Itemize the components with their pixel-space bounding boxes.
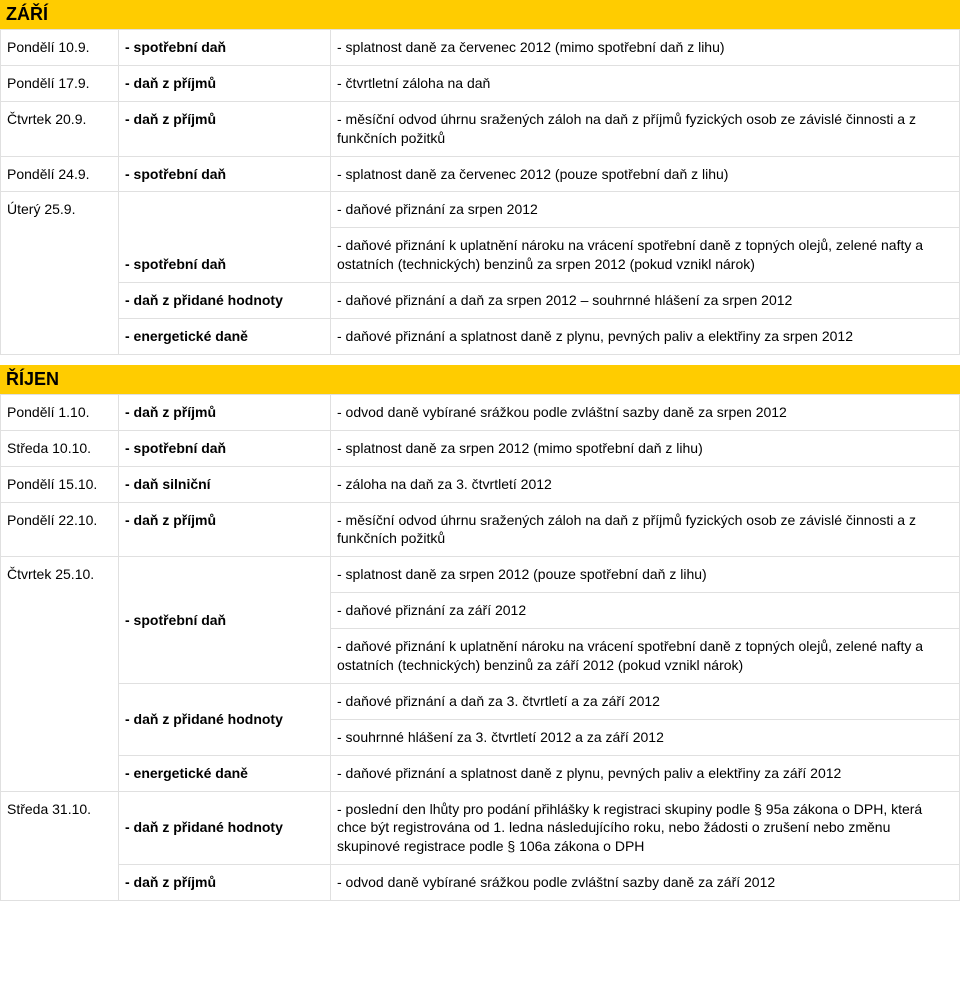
table-row: Pondělí 17.9. - daň z příjmů - čtvrtletn…	[1, 65, 960, 101]
table-row: - daň z příjmů - odvod daně vybírané srá…	[1, 865, 960, 901]
tax-type-cell: - daň z příjmů	[119, 65, 331, 101]
table-row: Pondělí 10.9. - spotřební daň - splatnos…	[1, 30, 960, 66]
tax-type-cell: - daň z příjmů	[119, 502, 331, 557]
tax-type-cell: - spotřební daň	[119, 557, 331, 684]
table-row: Úterý 25.9. - spotřební daň - daňové při…	[1, 192, 960, 228]
desc-cell: - odvod daně vybírané srážkou podle zvlá…	[331, 865, 960, 901]
desc-cell: - splatnost daně za červenec 2012 (mimo …	[331, 30, 960, 66]
table-row: - energetické daně - daňové přiznání a s…	[1, 755, 960, 791]
desc-cell: - daňové přiznání a daň za 3. čtvrtletí …	[331, 683, 960, 719]
desc-cell: - daňové přiznání a daň za srpen 2012 – …	[331, 283, 960, 319]
date-cell: Pondělí 15.10.	[1, 466, 119, 502]
desc-cell: - čtvrtletní záloha na daň	[331, 65, 960, 101]
table-row: - daň z přidané hodnoty - daňové přiznán…	[1, 683, 960, 719]
date-cell: Čtvrtek 20.9.	[1, 101, 119, 156]
desc-cell: - daňové přiznání a splatnost daně z ply…	[331, 319, 960, 355]
tax-type-cell: - daň z přidané hodnoty	[119, 791, 331, 865]
tax-type-cell: - spotřební daň	[119, 30, 331, 66]
table-row: Středa 31.10. - daň z přidané hodnoty - …	[1, 791, 960, 865]
tax-type-cell: - spotřební daň	[119, 430, 331, 466]
section-title: ZÁŘÍ	[0, 0, 960, 29]
tax-type-cell: - daň z příjmů	[119, 865, 331, 901]
date-cell: Pondělí 24.9.	[1, 156, 119, 192]
table-row: Čtvrtek 25.10. - spotřební daň - splatno…	[1, 557, 960, 593]
section-zari: ZÁŘÍ Pondělí 10.9. - spotřební daň - spl…	[0, 0, 960, 355]
desc-cell: - záloha na daň za 3. čtvrtletí 2012	[331, 466, 960, 502]
desc-cell: - splatnost daně za srpen 2012 (mimo spo…	[331, 430, 960, 466]
tax-type-cell: - spotřební daň	[119, 156, 331, 192]
tax-type-cell: - daň silniční	[119, 466, 331, 502]
desc-cell: - měsíční odvod úhrnu sražených záloh na…	[331, 101, 960, 156]
date-cell: Úterý 25.9.	[1, 192, 119, 354]
tax-type-cell: - daň z přidané hodnoty	[119, 683, 331, 755]
date-cell: Čtvrtek 25.10.	[1, 557, 119, 791]
date-cell: Pondělí 17.9.	[1, 65, 119, 101]
section-title: ŘÍJEN	[0, 365, 960, 394]
desc-cell: - splatnost daně za červenec 2012 (pouze…	[331, 156, 960, 192]
tax-type-cell: - spotřební daň	[119, 192, 331, 283]
table-row: Pondělí 22.10. - daň z příjmů - měsíční …	[1, 502, 960, 557]
table-row: Pondělí 24.9. - spotřební daň - splatnos…	[1, 156, 960, 192]
table-row: Čtvrtek 20.9. - daň z příjmů - měsíční o…	[1, 101, 960, 156]
date-cell: Středa 31.10.	[1, 791, 119, 901]
table-row: - energetické daně - daňové přiznání a s…	[1, 319, 960, 355]
tax-type-cell: - energetické daně	[119, 755, 331, 791]
date-cell: Středa 10.10.	[1, 430, 119, 466]
desc-cell: - odvod daně vybírané srážkou podle zvlá…	[331, 394, 960, 430]
date-cell: Pondělí 10.9.	[1, 30, 119, 66]
desc-cell: - daňové přiznání k uplatnění nároku na …	[331, 629, 960, 684]
desc-cell: - daňové přiznání k uplatnění nároku na …	[331, 228, 960, 283]
date-cell: Pondělí 22.10.	[1, 502, 119, 557]
calendar-table: Pondělí 1.10. - daň z příjmů - odvod dan…	[0, 394, 960, 901]
section-rijen: ŘÍJEN Pondělí 1.10. - daň z příjmů - odv…	[0, 365, 960, 901]
tax-type-cell: - daň z příjmů	[119, 394, 331, 430]
desc-cell: - daňové přiznání za září 2012	[331, 593, 960, 629]
desc-cell: - splatnost daně za srpen 2012 (pouze sp…	[331, 557, 960, 593]
desc-cell: - souhrnné hlášení za 3. čtvrtletí 2012 …	[331, 719, 960, 755]
table-row: Středa 10.10. - spotřební daň - splatnos…	[1, 430, 960, 466]
tax-type-cell: - daň z přidané hodnoty	[119, 283, 331, 319]
calendar-table: Pondělí 10.9. - spotřební daň - splatnos…	[0, 29, 960, 355]
desc-cell: - měsíční odvod úhrnu sražených záloh na…	[331, 502, 960, 557]
date-cell: Pondělí 1.10.	[1, 394, 119, 430]
table-row: - daň z přidané hodnoty - daňové přiznán…	[1, 283, 960, 319]
desc-cell: - daňové přiznání a splatnost daně z ply…	[331, 755, 960, 791]
table-row: Pondělí 1.10. - daň z příjmů - odvod dan…	[1, 394, 960, 430]
table-row: Pondělí 15.10. - daň silniční - záloha n…	[1, 466, 960, 502]
tax-type-cell: - energetické daně	[119, 319, 331, 355]
tax-type-cell: - daň z příjmů	[119, 101, 331, 156]
desc-cell: - poslední den lhůty pro podání přihlášk…	[331, 791, 960, 865]
desc-cell: - daňové přiznání za srpen 2012	[331, 192, 960, 228]
